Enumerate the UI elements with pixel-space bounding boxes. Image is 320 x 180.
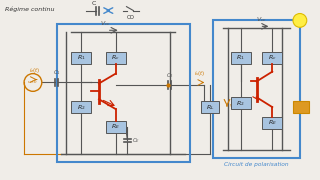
Text: CO: CO <box>126 15 134 21</box>
Text: Régime continu: Régime continu <box>5 7 55 12</box>
Text: $C_2$: $C_2$ <box>166 71 174 80</box>
Text: $v_s(t)$: $v_s(t)$ <box>229 101 242 110</box>
Text: C: C <box>92 1 96 6</box>
Bar <box>231 97 251 109</box>
Text: $R_c$: $R_c$ <box>111 53 120 62</box>
Text: $V_{cc}$: $V_{cc}$ <box>100 19 111 28</box>
Bar <box>262 52 282 64</box>
Bar <box>262 117 282 129</box>
Bar <box>231 52 251 64</box>
Text: $R_2$: $R_2$ <box>236 99 245 108</box>
Bar <box>106 121 125 133</box>
Text: $R_c$: $R_c$ <box>268 53 276 62</box>
Text: $R_2$: $R_2$ <box>77 103 85 112</box>
Text: $V_{cc}$: $V_{cc}$ <box>256 15 267 24</box>
Text: 6: 6 <box>298 103 304 112</box>
Circle shape <box>293 14 307 27</box>
Text: $C_1$: $C_1$ <box>52 68 60 76</box>
Bar <box>71 52 91 64</box>
Text: $R_E$: $R_E$ <box>268 118 277 127</box>
Bar <box>106 52 125 64</box>
Text: $v_e(t)$: $v_e(t)$ <box>27 79 39 86</box>
Text: Circuit de polarisation: Circuit de polarisation <box>224 162 289 167</box>
Text: $R_1$: $R_1$ <box>77 53 85 62</box>
Text: $i_s(t)$: $i_s(t)$ <box>194 69 205 78</box>
Text: $i_e(t)$: $i_e(t)$ <box>29 66 41 75</box>
Bar <box>213 20 300 158</box>
Bar <box>71 101 91 113</box>
Text: $R_L$: $R_L$ <box>206 103 214 112</box>
Bar <box>201 101 219 113</box>
Bar <box>57 24 189 162</box>
Text: $R_E$: $R_E$ <box>111 122 120 131</box>
Text: $C_E$: $C_E$ <box>132 136 140 145</box>
Text: $R_1$: $R_1$ <box>236 53 245 62</box>
Bar <box>293 101 309 113</box>
